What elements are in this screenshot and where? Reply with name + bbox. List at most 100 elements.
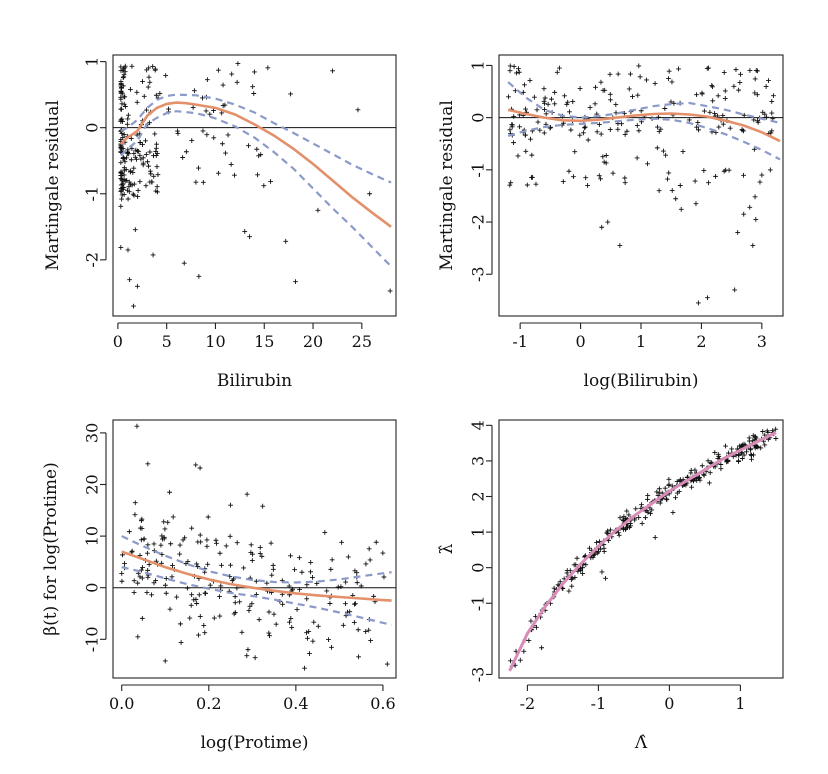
data-point xyxy=(232,172,237,178)
data-point xyxy=(202,590,208,596)
data-point xyxy=(119,578,125,584)
data-point xyxy=(738,71,743,77)
data-point xyxy=(207,111,213,117)
x-tick-label: 15 xyxy=(254,332,274,351)
data-point xyxy=(147,149,153,155)
data-point xyxy=(147,79,153,85)
data-point xyxy=(163,73,169,78)
data-point xyxy=(126,529,132,535)
data-point xyxy=(267,633,272,639)
data-point xyxy=(541,130,547,136)
data-point xyxy=(124,155,129,161)
data-point xyxy=(128,157,134,163)
y-axis-label: β(t) for log(Protime) xyxy=(41,462,61,635)
x-tick-label: 1 xyxy=(636,332,646,351)
data-point xyxy=(639,521,645,526)
data-point xyxy=(547,125,553,131)
data-point xyxy=(652,81,658,86)
data-point xyxy=(615,71,621,77)
data-point xyxy=(552,89,558,95)
data-point xyxy=(603,575,608,581)
data-point xyxy=(727,125,733,131)
data-point xyxy=(139,516,145,522)
data-point xyxy=(310,638,316,644)
data-point xyxy=(339,539,345,545)
data-point xyxy=(328,566,334,572)
data-point xyxy=(251,91,257,96)
data-point xyxy=(373,539,379,545)
data-point xyxy=(218,583,224,589)
data-point xyxy=(621,518,626,524)
data-point xyxy=(676,66,681,72)
data-point xyxy=(706,180,711,186)
data-point xyxy=(347,609,353,615)
data-point xyxy=(368,638,374,643)
y-tick-label: 4 xyxy=(469,420,488,430)
data-point xyxy=(758,445,764,451)
data-point xyxy=(187,615,193,621)
data-point xyxy=(593,84,598,90)
data-point xyxy=(607,127,613,132)
data-point xyxy=(119,116,125,122)
data-point xyxy=(705,458,711,464)
data-point xyxy=(119,131,125,137)
data-point xyxy=(167,606,173,612)
y-tick-label: 20 xyxy=(83,474,102,494)
data-point xyxy=(598,176,603,182)
data-point xyxy=(707,109,713,115)
data-point xyxy=(227,533,233,539)
data-point xyxy=(322,530,328,535)
data-point xyxy=(562,93,567,99)
data-point xyxy=(135,188,141,193)
data-point xyxy=(723,443,728,449)
data-point xyxy=(289,624,295,630)
data-point xyxy=(766,78,771,84)
data-point xyxy=(689,484,694,490)
data-point xyxy=(507,182,513,188)
data-point xyxy=(178,640,184,645)
data-point xyxy=(701,108,707,114)
x-tick-label: 20 xyxy=(303,332,323,351)
data-point xyxy=(656,188,662,194)
data-point xyxy=(249,558,255,563)
x-tick-label: 0.6 xyxy=(370,694,395,713)
data-point xyxy=(363,561,369,567)
y-axis-label: λ̂ xyxy=(437,543,457,554)
data-point xyxy=(671,100,677,106)
data-point xyxy=(293,279,298,285)
data-point xyxy=(242,229,248,234)
data-point xyxy=(139,615,145,621)
data-point xyxy=(636,63,642,69)
data-point xyxy=(138,567,144,573)
data-point xyxy=(515,153,521,159)
data-point xyxy=(169,574,175,580)
data-point xyxy=(152,66,158,72)
data-point xyxy=(197,532,203,538)
data-point xyxy=(151,153,156,159)
y-tick-label: -1 xyxy=(469,595,488,611)
data-point xyxy=(124,178,130,183)
data-point xyxy=(693,201,699,207)
data-point xyxy=(145,461,151,467)
data-point xyxy=(183,149,189,155)
data-point xyxy=(191,597,197,603)
data-point xyxy=(288,91,294,97)
data-point xyxy=(753,435,759,441)
data-point xyxy=(146,74,152,80)
data-point xyxy=(145,567,151,573)
data-point xyxy=(124,187,130,193)
data-point xyxy=(239,629,245,635)
data-point xyxy=(257,545,263,550)
data-point xyxy=(193,462,199,468)
data-point xyxy=(265,65,271,71)
x-tick-label: 0 xyxy=(664,694,674,713)
data-point xyxy=(574,555,580,561)
data-point xyxy=(137,152,143,158)
data-point xyxy=(146,163,151,169)
data-point xyxy=(188,602,194,608)
data-point xyxy=(128,87,133,92)
data-point xyxy=(666,68,672,74)
data-point xyxy=(738,450,744,456)
data-point xyxy=(311,619,317,625)
data-point xyxy=(755,68,760,74)
